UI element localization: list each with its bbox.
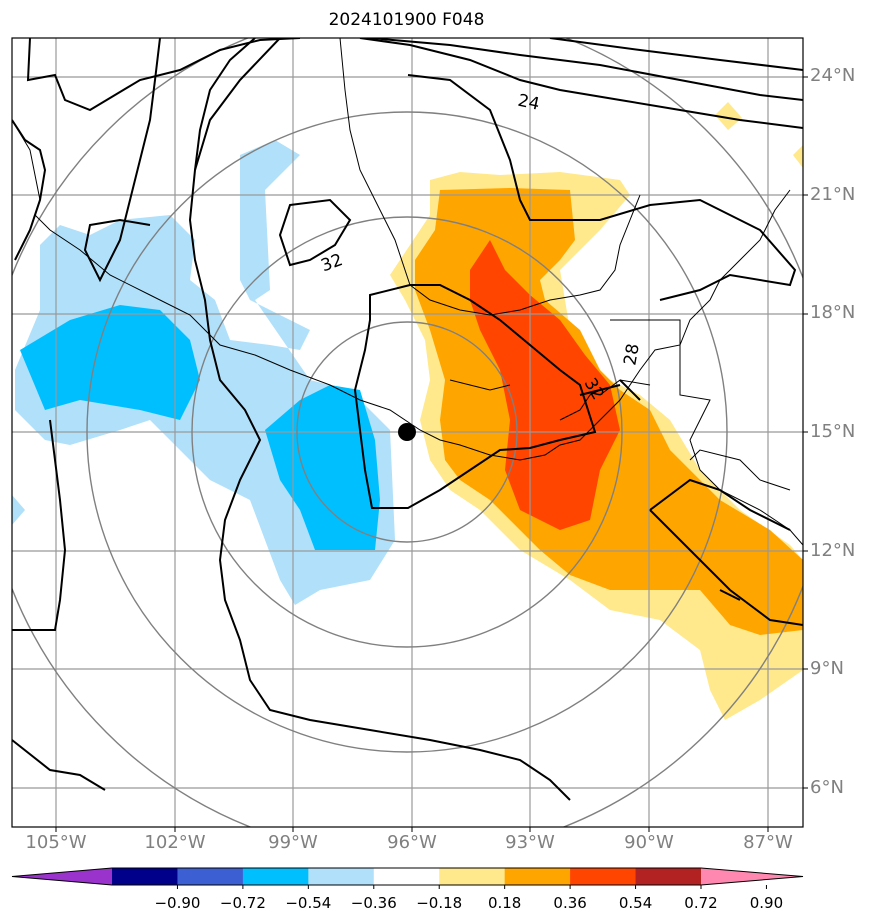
shade-blue-west <box>20 305 200 420</box>
lat-label-6N: 6°N <box>810 777 844 798</box>
shade-yellow-small-1 <box>715 102 742 130</box>
lon-label-87W: 87°W <box>743 832 793 853</box>
colorbar-tick-label: 0.18 <box>487 894 522 912</box>
lat-label-24N: 24°N <box>810 65 856 86</box>
lat-label-21N: 21°N <box>810 184 856 205</box>
colorbar-tick-label: −0.54 <box>285 894 332 912</box>
map-title: 2024101900 F048 <box>328 10 485 30</box>
contour-label-24: 24 <box>516 91 541 115</box>
colorbar-segment <box>570 868 637 885</box>
lon-label-96W: 96°W <box>387 832 437 853</box>
shade-yellow-small-2 <box>793 145 803 168</box>
colorbar-tick-label: −0.90 <box>154 894 201 912</box>
lon-label-90W: 90°W <box>624 832 674 853</box>
shade-blue-east <box>265 385 380 550</box>
colorbar-extend-low <box>12 868 112 885</box>
lat-label-12N: 12°N <box>810 540 856 561</box>
colorbar-tick-label: −0.18 <box>416 894 463 912</box>
colorbar-extend-high <box>701 868 803 885</box>
colorbar-segment <box>439 868 506 885</box>
colorbar-tick-label: −0.36 <box>350 894 397 912</box>
storm-center-marker <box>398 423 416 441</box>
colorbar-tick-label: 0.54 <box>618 894 653 912</box>
lon-label-102W: 102°W <box>144 832 206 853</box>
contour-label-28: 28 <box>620 342 643 367</box>
colorbar-segment <box>373 868 440 885</box>
colorbar-segment <box>112 868 178 885</box>
colorbar-segment <box>308 868 375 885</box>
lat-label-9N: 9°N <box>810 658 844 679</box>
colorbar-tick-label: 0.72 <box>684 894 718 912</box>
colorbar-tick-label: 0.36 <box>553 894 587 912</box>
colorbar-segment <box>177 868 244 885</box>
lon-label-99W: 99°W <box>268 832 318 853</box>
ticks <box>55 76 808 832</box>
colorbar-outline <box>11 867 804 886</box>
lat-label-15N: 15°N <box>810 421 856 442</box>
colorbar-segment <box>635 868 702 885</box>
colorbar-segment <box>504 868 571 885</box>
contours <box>12 38 803 801</box>
colorbar-tick-label: 0.90 <box>749 894 784 912</box>
colorbar-segment <box>242 868 309 885</box>
lat-label-18N: 18°N <box>810 302 856 323</box>
shade-light-blue-left <box>12 495 25 525</box>
colorbar <box>11 867 804 889</box>
contour-label-32-north: 32 <box>318 250 345 276</box>
range-rings <box>12 38 803 827</box>
colorbar-tick-label: −0.72 <box>219 894 266 912</box>
lon-label-93W: 93°W <box>505 832 555 853</box>
lon-label-105W: 105°W <box>25 832 87 853</box>
